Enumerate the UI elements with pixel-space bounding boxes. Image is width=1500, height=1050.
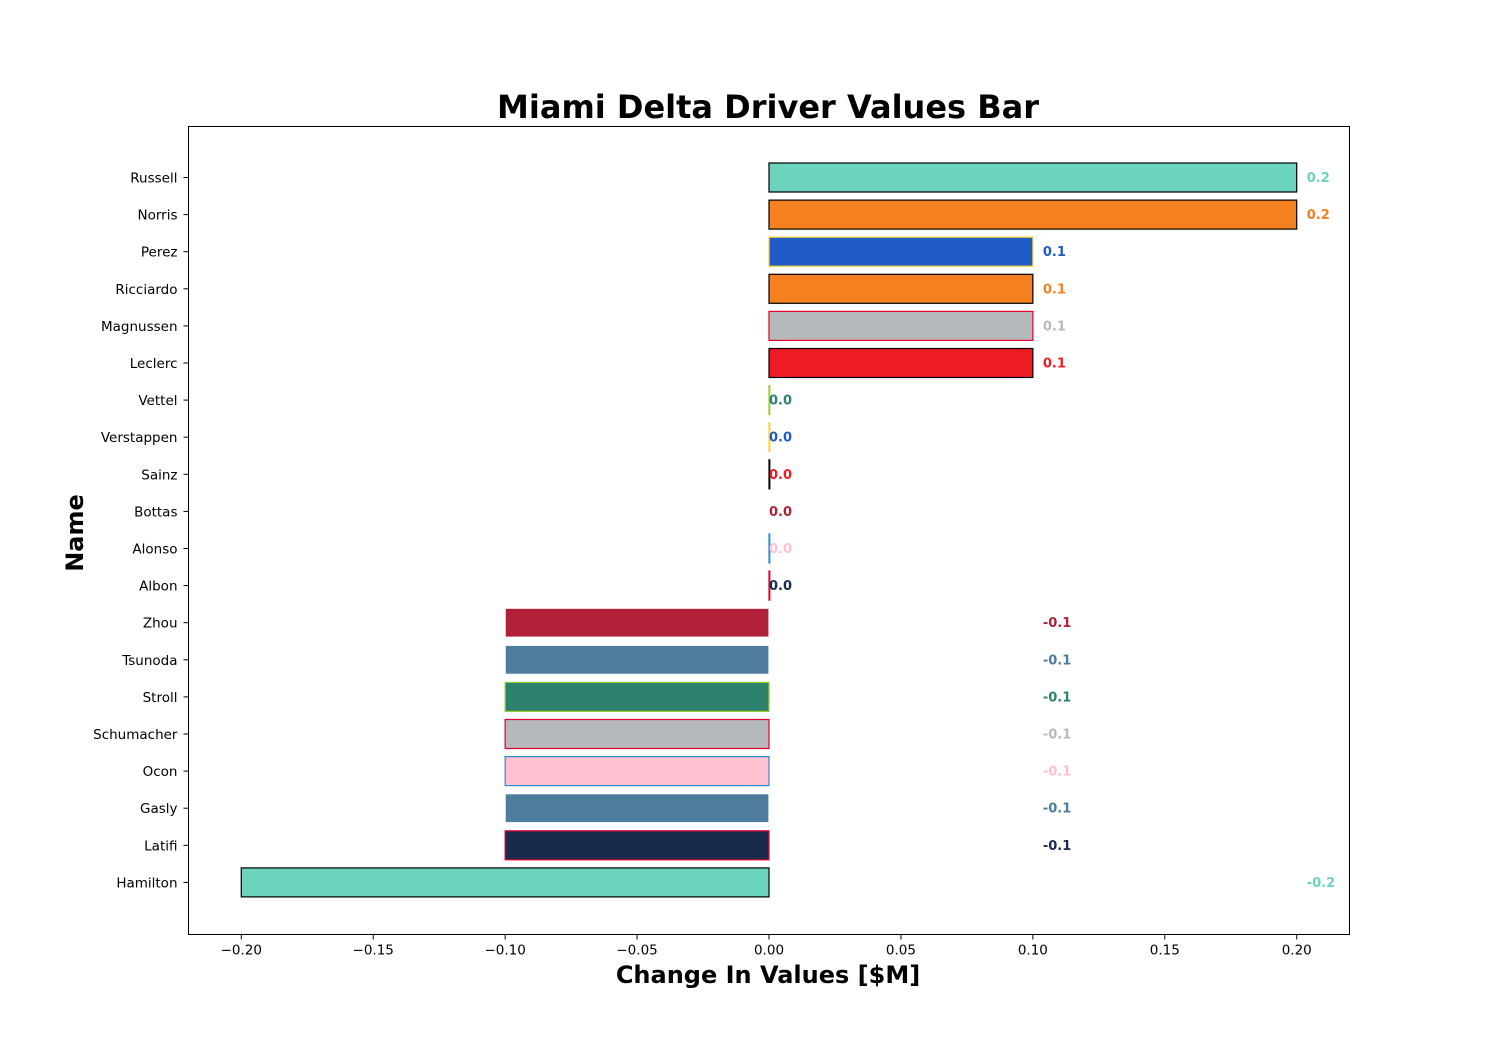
x-tick-label: −0.15	[353, 943, 394, 959]
data-label-bottas: 0.0	[769, 505, 792, 520]
x-tick-label: −0.05	[616, 943, 657, 959]
data-label-stroll: -0.1	[1043, 690, 1071, 705]
y-tick-label-hamilton: Hamilton	[116, 875, 177, 891]
x-tick-label: −0.20	[221, 943, 262, 959]
bar-vettel	[768, 385, 771, 416]
data-label-zhou: -0.1	[1043, 616, 1071, 631]
y-axis-ticks: Russell Norris Perez Ricciardo Magnussen Lecl…	[93, 171, 189, 891]
data-label-ricciardo: 0.1	[1043, 282, 1066, 297]
bar-norris	[768, 199, 1298, 230]
bar-bottas	[768, 496, 771, 527]
y-tick-label-magnussen: Magnussen	[101, 319, 178, 335]
data-label-gasly: -0.1	[1043, 802, 1071, 817]
bar-sainz	[768, 459, 771, 490]
bar-schumacher	[504, 718, 770, 750]
bar-hamilton	[240, 867, 770, 898]
x-tick-label: 0.20	[1282, 943, 1312, 959]
bars-layer	[240, 162, 1298, 898]
data-label-norris: 0.2	[1307, 208, 1330, 223]
data-label-perez: 0.1	[1043, 245, 1066, 260]
bar-tsunoda	[504, 644, 770, 675]
y-tick-label-latifi: Latifi	[144, 838, 177, 854]
y-tick-label-gasly: Gasly	[140, 801, 178, 817]
data-label-ocon: -0.1	[1043, 765, 1071, 780]
data-label-verstappen: 0.0	[769, 431, 792, 446]
bar-zhou	[504, 607, 770, 638]
x-tick-label: 0.15	[1150, 943, 1180, 959]
data-label-tsunoda: -0.1	[1043, 653, 1071, 668]
x-axis-ticks: −0.20 −0.15 −0.10 −0.05 0.00 0.05 0.10 0.15 0.20	[221, 934, 1312, 959]
x-axis-label: Change In Values [$M]	[616, 961, 920, 989]
y-tick-label-tsunoda: Tsunoda	[121, 653, 177, 669]
y-tick-label-perez: Perez	[141, 245, 178, 261]
y-tick-label-verstappen: Verstappen	[101, 430, 178, 446]
data-label-leclerc: 0.1	[1043, 357, 1066, 372]
data-labels: 0.2 0.2 0.1 0.1 0.1 0.1 0.0 0.0 0.0 0.0 0.0 0.0 -0.1…	[769, 171, 1335, 891]
bar-alonso	[768, 533, 771, 564]
bar-verstappen	[768, 422, 771, 453]
data-label-sainz: 0.0	[769, 468, 792, 483]
y-tick-label-ricciardo: Ricciardo	[115, 282, 177, 298]
bar-latifi	[504, 830, 770, 861]
y-tick-label-alonso: Alonso	[132, 542, 177, 558]
data-label-magnussen: 0.1	[1043, 319, 1066, 334]
y-tick-label-zhou: Zhou	[143, 616, 178, 632]
bar-leclerc	[768, 347, 1034, 379]
data-label-alonso: 0.0	[769, 542, 792, 557]
x-tick-label: 0.05	[886, 943, 916, 959]
y-tick-label-leclerc: Leclerc	[130, 356, 178, 372]
y-tick-label-norris: Norris	[137, 208, 177, 224]
data-label-russell: 0.2	[1307, 171, 1330, 186]
y-tick-label-vettel: Vettel	[138, 393, 177, 409]
bar-perez	[768, 236, 1034, 267]
y-tick-label-bottas: Bottas	[134, 504, 177, 520]
y-axis-label: Name	[61, 494, 89, 572]
y-tick-label-albon: Albon	[139, 579, 177, 595]
y-tick-label-sainz: Sainz	[141, 467, 177, 483]
x-tick-label: 0.00	[754, 943, 784, 959]
y-tick-label-stroll: Stroll	[143, 690, 178, 706]
bar-gasly	[504, 793, 770, 824]
data-label-latifi: -0.1	[1043, 839, 1071, 854]
y-tick-label-russell: Russell	[130, 171, 177, 187]
y-tick-label-ocon: Ocon	[143, 764, 178, 780]
bar-ocon	[504, 755, 770, 787]
bar-ricciardo	[768, 273, 1034, 304]
data-label-albon: 0.0	[769, 579, 792, 594]
data-label-hamilton: -0.2	[1307, 876, 1335, 891]
x-tick-label: 0.10	[1018, 943, 1048, 959]
data-label-schumacher: -0.1	[1043, 728, 1071, 743]
data-label-vettel: 0.0	[769, 394, 792, 409]
bar-magnussen	[768, 310, 1034, 341]
x-tick-label: −0.10	[484, 943, 525, 959]
y-tick-label-schumacher: Schumacher	[93, 727, 178, 743]
bar-stroll	[504, 681, 770, 713]
bar-albon	[768, 570, 771, 601]
bar-russell	[768, 162, 1298, 193]
chart-title: Miami Delta Driver Values Bar	[497, 88, 1039, 126]
